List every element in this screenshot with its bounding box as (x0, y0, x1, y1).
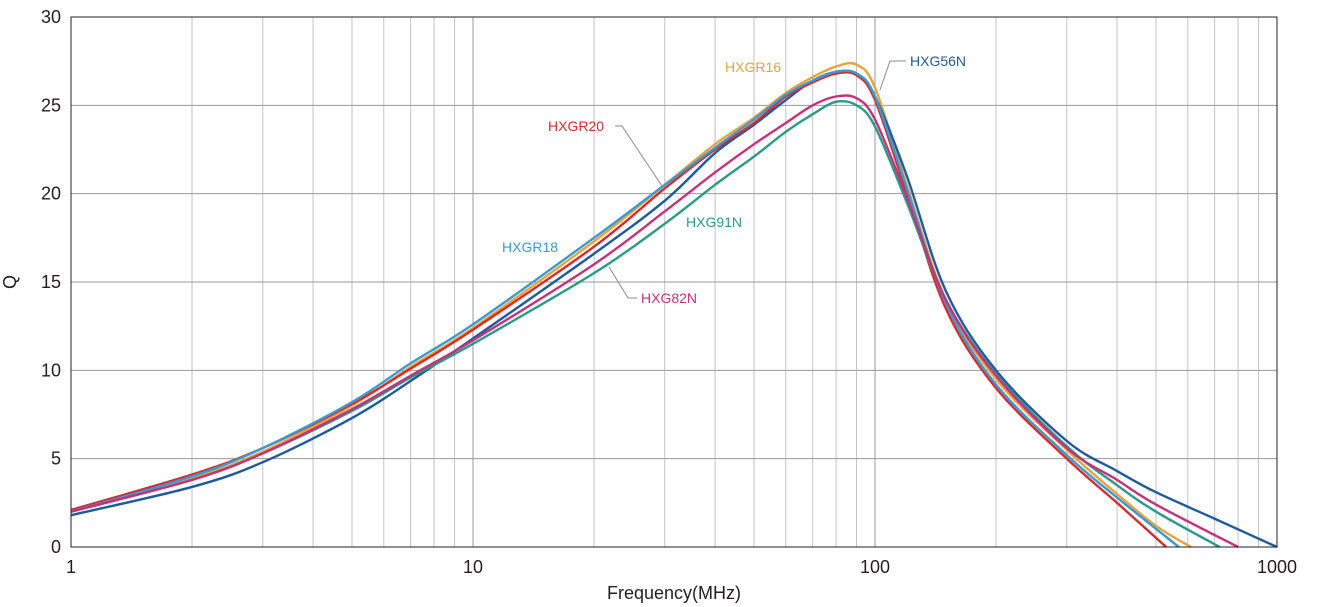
y-tick-label: 0 (51, 537, 61, 557)
x-axis-title: Frequency(MHz) (607, 583, 741, 603)
y-tick-label: 15 (41, 272, 61, 292)
x-tick-label: 1000 (1257, 557, 1297, 577)
series-label-hxg56n: HXG56N (910, 53, 966, 69)
series-label-hxg82n: HXG82N (641, 290, 697, 306)
series-label-hxgr16: HXGR16 (725, 59, 781, 75)
y-tick-label: 30 (41, 7, 61, 27)
series-label-hxgr20: HXGR20 (548, 118, 604, 134)
y-tick-label: 5 (51, 449, 61, 469)
x-tick-label: 10 (463, 557, 483, 577)
series-label-hxg91n: HXG91N (686, 214, 742, 230)
y-tick-label: 25 (41, 95, 61, 115)
series-label-hxgr18: HXGR18 (502, 239, 558, 255)
x-tick-label: 1 (66, 557, 76, 577)
y-tick-label: 10 (41, 360, 61, 380)
y-tick-label: 20 (41, 184, 61, 204)
x-tick-label: 100 (860, 557, 890, 577)
y-axis-title: Q (0, 275, 20, 289)
